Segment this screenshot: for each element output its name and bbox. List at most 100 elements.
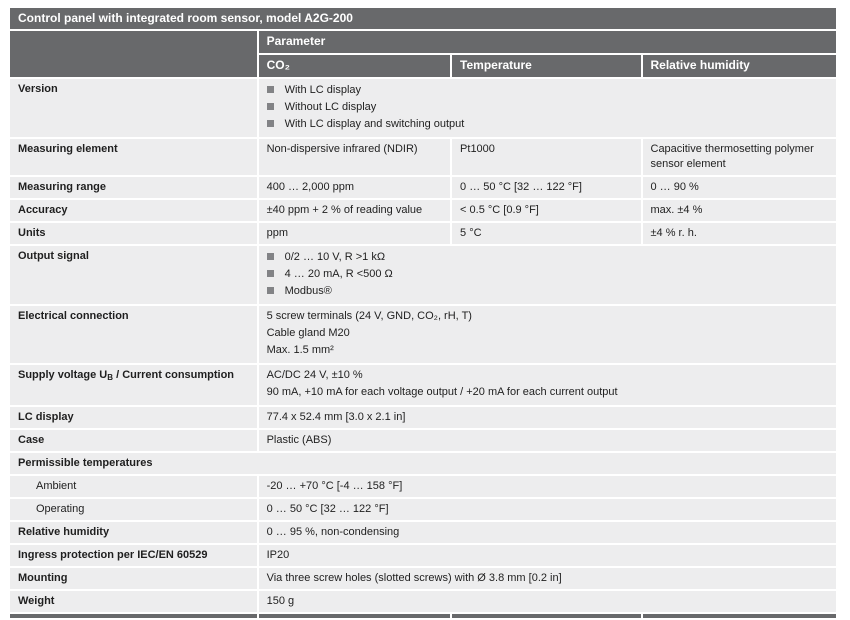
supply-voltage-value-cell: AC/DC 24 V, ±10 % 90 mA, +10 mA for each… bbox=[258, 365, 836, 405]
row-label-relative-humidity: Relative humidity bbox=[10, 522, 257, 543]
table-row-output-signal: Output signal 0/2 … 10 V, R >1 kΩ 4 … 20… bbox=[10, 246, 836, 304]
table-row-case: Case Plastic (ABS) bbox=[10, 430, 836, 451]
table-row-version: Version With LC display Without LC displ… bbox=[10, 79, 836, 137]
units-co2: ppm bbox=[258, 223, 451, 244]
table-row-ambient: Ambient -20 … +70 °C [-4 … 158 °F] bbox=[10, 476, 836, 497]
accuracy-humidity: max. ±4 % bbox=[642, 200, 836, 221]
bottom-bar-segment bbox=[452, 614, 641, 618]
case-value: Plastic (ABS) bbox=[258, 430, 836, 451]
units-humidity: ±4 % r. h. bbox=[642, 223, 836, 244]
row-label-operating: Operating bbox=[10, 499, 257, 520]
list-item: With LC display and switching output bbox=[266, 117, 828, 132]
row-label-measuring-range: Measuring range bbox=[10, 177, 257, 198]
electrical-connection-line: Cable gland M20 bbox=[266, 327, 350, 339]
square-bullet-icon bbox=[266, 86, 274, 93]
table-bottom-bar bbox=[10, 614, 836, 618]
lc-display-value: 77.4 x 52.4 mm [3.0 x 2.1 in] bbox=[258, 407, 836, 428]
accuracy-temperature: < 0.5 °C [0.9 °F] bbox=[452, 200, 641, 221]
table-row-electrical-connection: Electrical connection 5 screw terminals … bbox=[10, 306, 836, 363]
ambient-value: -20 … +70 °C [-4 … 158 °F] bbox=[258, 476, 836, 497]
row-label-units: Units bbox=[10, 223, 257, 244]
supply-voltage-label-subscript: B bbox=[107, 373, 114, 382]
row-label-lc-display: LC display bbox=[10, 407, 257, 428]
title-row: Control panel with integrated room senso… bbox=[10, 8, 836, 29]
version-option: With LC display and switching output bbox=[284, 118, 465, 130]
row-label-ambient: Ambient bbox=[10, 476, 257, 497]
square-bullet-icon bbox=[266, 103, 274, 110]
bottom-bar-segment bbox=[258, 614, 451, 618]
measuring-element-humidity: Capacitive thermosetting polymer sensor … bbox=[642, 139, 836, 175]
operating-value: 0 … 50 °C [32 … 122 °F] bbox=[258, 499, 836, 520]
mounting-value: Via three screw holes (slotted screws) w… bbox=[258, 568, 836, 589]
supply-voltage-line: AC/DC 24 V, ±10 % bbox=[266, 369, 363, 381]
row-label-case: Case bbox=[10, 430, 257, 451]
measuring-range-co2: 400 … 2,000 ppm bbox=[258, 177, 451, 198]
electrical-connection-line: 5 screw terminals (24 V, GND, CO₂, rH, T… bbox=[266, 310, 472, 322]
ingress-protection-value: IP20 bbox=[258, 545, 836, 566]
header-row-columns: CO₂ Temperature Relative humidity bbox=[10, 55, 836, 77]
measuring-range-humidity: 0 … 90 % bbox=[642, 177, 836, 198]
output-signal-value-cell: 0/2 … 10 V, R >1 kΩ 4 … 20 mA, R <500 Ω … bbox=[258, 246, 836, 304]
table-row-weight: Weight 150 g bbox=[10, 591, 836, 612]
square-bullet-icon bbox=[266, 270, 274, 277]
table-row-supply-voltage: Supply voltage UB / Current consumption … bbox=[10, 365, 836, 405]
table-row-operating: Operating 0 … 50 °C [32 … 122 °F] bbox=[10, 499, 836, 520]
column-header-humidity: Relative humidity bbox=[642, 55, 836, 77]
list-item: With LC display bbox=[266, 83, 828, 98]
column-group-header: Parameter bbox=[258, 31, 836, 53]
row-label-measuring-element: Measuring element bbox=[10, 139, 257, 175]
datasheet: Control panel with integrated room senso… bbox=[8, 6, 838, 620]
version-option: Without LC display bbox=[284, 101, 377, 113]
square-bullet-icon bbox=[266, 287, 274, 294]
list-item: Modbus® bbox=[266, 284, 828, 299]
row-label-accuracy: Accuracy bbox=[10, 200, 257, 221]
table-row-accuracy: Accuracy ±40 ppm + 2 % of reading value … bbox=[10, 200, 836, 221]
version-value-cell: With LC display Without LC display With … bbox=[258, 79, 836, 137]
measuring-range-temperature: 0 … 50 °C [32 … 122 °F] bbox=[452, 177, 641, 198]
table-row-lc-display: LC display 77.4 x 52.4 mm [3.0 x 2.1 in] bbox=[10, 407, 836, 428]
row-label-version: Version bbox=[10, 79, 257, 137]
measuring-element-temperature: Pt1000 bbox=[452, 139, 641, 175]
output-signal-option: 4 … 20 mA, R <500 Ω bbox=[284, 268, 393, 280]
table-row-measuring-element: Measuring element Non-dispersive infrare… bbox=[10, 139, 836, 175]
supply-voltage-label-post: / Current consumption bbox=[113, 369, 235, 381]
supply-voltage-label-pre: Supply voltage U bbox=[18, 369, 108, 381]
section-label-permissible-temperatures: Permissible temperatures bbox=[10, 453, 836, 474]
version-option: With LC display bbox=[284, 84, 362, 96]
table-row-ingress-protection: Ingress protection per IEC/EN 60529 IP20 bbox=[10, 545, 836, 566]
output-signal-option: 0/2 … 10 V, R >1 kΩ bbox=[284, 251, 386, 263]
column-header-co2: CO₂ bbox=[258, 55, 451, 77]
relative-humidity-value: 0 … 95 %, non-condensing bbox=[258, 522, 836, 543]
header-spacer-cell bbox=[10, 31, 257, 77]
table-row-measuring-range: Measuring range 400 … 2,000 ppm 0 … 50 °… bbox=[10, 177, 836, 198]
spec-table: Control panel with integrated room senso… bbox=[8, 6, 838, 620]
weight-value: 150 g bbox=[258, 591, 836, 612]
row-label-output-signal: Output signal bbox=[10, 246, 257, 304]
list-item: 4 … 20 mA, R <500 Ω bbox=[266, 267, 828, 282]
square-bullet-icon bbox=[266, 253, 274, 260]
list-item: Without LC display bbox=[266, 100, 828, 115]
electrical-connection-value-cell: 5 screw terminals (24 V, GND, CO₂, rH, T… bbox=[258, 306, 836, 363]
square-bullet-icon bbox=[266, 120, 274, 127]
bottom-bar-segment bbox=[642, 614, 836, 618]
table-row-relative-humidity: Relative humidity 0 … 95 %, non-condensi… bbox=[10, 522, 836, 543]
table-row-permissible-temperatures: Permissible temperatures bbox=[10, 453, 836, 474]
table-row-mounting: Mounting Via three screw holes (slotted … bbox=[10, 568, 836, 589]
header-row-parameter: Parameter bbox=[10, 31, 836, 77]
accuracy-co2: ±40 ppm + 2 % of reading value bbox=[258, 200, 451, 221]
supply-voltage-line: 90 mA, +10 mA for each voltage output / … bbox=[266, 386, 618, 398]
row-label-supply-voltage: Supply voltage UB / Current consumption bbox=[10, 365, 257, 405]
row-label-electrical-connection: Electrical connection bbox=[10, 306, 257, 363]
table-row-units: Units ppm 5 °C ±4 % r. h. bbox=[10, 223, 836, 244]
column-header-temperature: Temperature bbox=[452, 55, 641, 77]
list-item: 0/2 … 10 V, R >1 kΩ bbox=[266, 250, 828, 265]
row-label-ingress-protection: Ingress protection per IEC/EN 60529 bbox=[10, 545, 257, 566]
row-label-weight: Weight bbox=[10, 591, 257, 612]
bottom-bar-segment bbox=[10, 614, 257, 618]
measuring-element-co2: Non-dispersive infrared (NDIR) bbox=[258, 139, 451, 175]
output-signal-option: Modbus® bbox=[284, 285, 332, 297]
units-temperature: 5 °C bbox=[452, 223, 641, 244]
electrical-connection-line: Max. 1.5 mm² bbox=[266, 344, 334, 356]
row-label-mounting: Mounting bbox=[10, 568, 257, 589]
page-title: Control panel with integrated room senso… bbox=[10, 8, 836, 29]
